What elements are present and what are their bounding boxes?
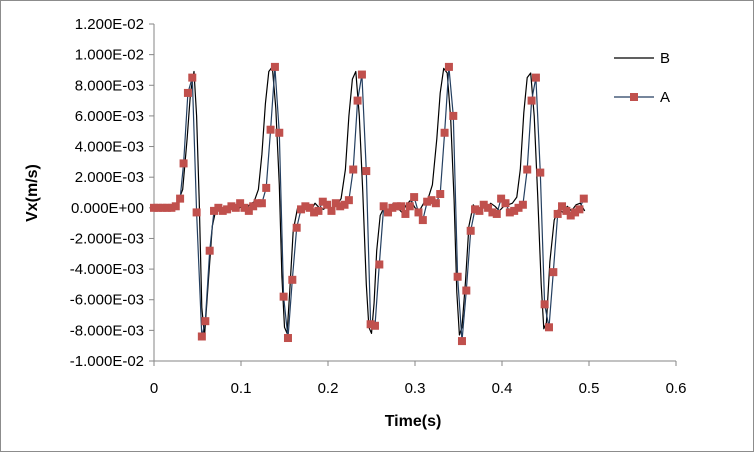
y-tick-label: 1.000E-02	[75, 47, 144, 64]
series-A-point	[292, 223, 301, 232]
x-tick-label: 0.5	[579, 380, 600, 397]
series-A-point	[236, 199, 245, 208]
x-tick-label: 0.6	[666, 380, 687, 397]
x-tick-label: 0.2	[318, 380, 339, 397]
series-A-point	[536, 168, 545, 177]
series-A-point	[327, 206, 336, 215]
series-A-point	[414, 208, 423, 217]
series-A-point	[492, 209, 501, 218]
series-A-point	[171, 202, 180, 211]
y-tick-label: 1.200E-02	[75, 16, 144, 33]
series-A-point	[353, 96, 362, 105]
series-A-point	[544, 323, 553, 332]
series-A-point	[457, 337, 466, 346]
series-A-point	[323, 200, 332, 209]
series-A-point	[418, 216, 427, 225]
series-A-point	[231, 203, 240, 212]
y-tick-label: 4.000E-03	[75, 139, 144, 156]
series-A-point	[188, 73, 197, 82]
series-A-point	[244, 206, 253, 215]
y-tick-label: -6.000E-03	[70, 292, 144, 309]
series-A-point	[518, 200, 527, 209]
legend-A-label: A	[660, 89, 670, 106]
series-A-point	[262, 183, 271, 192]
series-A-point	[305, 203, 314, 212]
y-axis-title: Vx(m/s)	[24, 164, 41, 222]
series-A-point	[531, 73, 540, 82]
series-A-point	[523, 165, 532, 174]
series-A-point	[527, 96, 536, 105]
series-A-point	[401, 209, 410, 218]
series-A-point	[375, 260, 384, 269]
series-A-point	[275, 128, 284, 137]
series-A-point	[266, 125, 275, 134]
series-A-point	[410, 193, 419, 202]
axes-group: 1.200E-02 1.000E-02 8.000E-03 6.000E-03 4.00…	[24, 16, 686, 430]
series-A-point	[431, 199, 440, 208]
series-A-point	[279, 292, 288, 301]
series-A-point	[466, 226, 475, 235]
series-A-point	[340, 200, 349, 209]
series-A-point	[370, 321, 379, 330]
series-A-point	[405, 202, 414, 211]
series-A-point	[444, 62, 453, 71]
series-A-point	[357, 70, 366, 79]
series-A-point	[192, 208, 201, 217]
series-A-point	[579, 194, 588, 203]
series-A-point	[449, 111, 458, 120]
series-A-point	[197, 332, 206, 341]
x-tick-label: 0.3	[405, 380, 426, 397]
series-A-point	[362, 167, 371, 176]
series-A-point	[540, 300, 549, 309]
series-A-point	[553, 209, 562, 218]
series-A-point	[201, 317, 210, 326]
x-tick-label: 0	[150, 380, 158, 397]
y-tick-label: 6.000E-03	[75, 108, 144, 125]
legend-B-label: B	[660, 50, 670, 67]
x-tick-label: 0.4	[492, 380, 513, 397]
series-A-point	[288, 275, 297, 284]
y-tick-label: -8.000E-03	[70, 322, 144, 339]
y-tick-label: 0.000E+00	[71, 200, 144, 217]
series-A-point	[462, 286, 471, 295]
series-A-point	[436, 190, 445, 199]
series-A-point	[440, 128, 449, 137]
series-A-point	[497, 194, 506, 203]
x-axis-title: Time(s)	[385, 413, 442, 430]
y-tick-label: -1.000E-02	[70, 353, 144, 370]
series-A-point	[453, 272, 462, 281]
series-A-point	[379, 202, 388, 211]
y-tick-label: 8.000E-03	[75, 77, 144, 94]
series-A-point	[344, 196, 353, 205]
series-A-point	[176, 194, 185, 203]
legend-A-marker	[630, 93, 638, 101]
series-A-point	[205, 246, 214, 255]
legend: BA	[614, 50, 670, 106]
series-A-point	[397, 202, 406, 211]
x-tick-label: 0.1	[231, 380, 252, 397]
series-A-point	[384, 208, 393, 217]
series-A-point	[257, 199, 266, 208]
series-A-point	[549, 268, 558, 277]
series-A-point	[475, 206, 484, 215]
series-A-point	[575, 205, 584, 214]
y-tick-label: 2.000E-03	[75, 169, 144, 186]
series-group	[150, 62, 588, 346]
series-A-point	[283, 334, 292, 343]
series-A-point	[349, 165, 358, 174]
series-A-point	[562, 206, 571, 215]
series-A-point	[183, 88, 192, 97]
series-A-point	[501, 199, 510, 208]
y-tick-label: -4.000E-03	[70, 261, 144, 278]
series-A-point	[314, 206, 323, 215]
series-A-point	[270, 62, 279, 71]
series-A-point	[484, 203, 493, 212]
series-A-point	[558, 202, 567, 211]
y-tick-label: -2.000E-03	[70, 230, 144, 247]
series-A-point	[179, 159, 188, 168]
